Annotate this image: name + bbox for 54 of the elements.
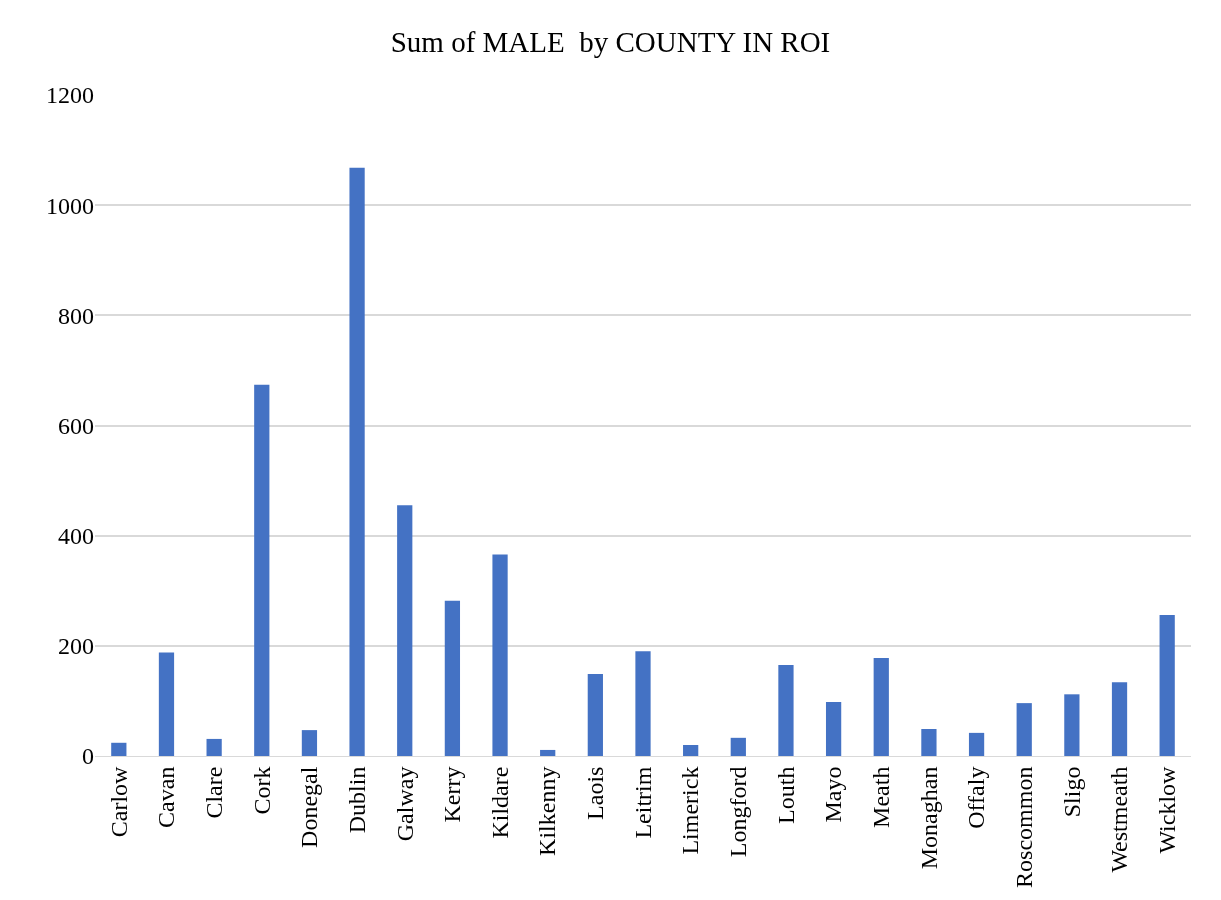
y-tick-label: 800 bbox=[58, 302, 94, 329]
bar bbox=[444, 600, 461, 756]
x-tick-label: Kerry bbox=[439, 766, 466, 823]
x-tick-label: Leitrim bbox=[629, 766, 656, 839]
bar bbox=[683, 744, 699, 756]
y-tick-label: 1200 bbox=[46, 82, 94, 109]
x-tick-label: Laois bbox=[582, 766, 609, 820]
x-tick-label: Mayo bbox=[820, 766, 847, 823]
x-tick-label: Galway bbox=[391, 766, 418, 842]
bar bbox=[968, 732, 985, 756]
bar bbox=[1111, 682, 1128, 756]
bar bbox=[1064, 694, 1080, 756]
bar bbox=[587, 673, 603, 756]
y-tick-label: 200 bbox=[58, 633, 94, 660]
bar bbox=[254, 384, 270, 756]
x-tick-label: Longford bbox=[725, 766, 752, 858]
x-tick-label: Wicklow bbox=[1153, 765, 1180, 854]
chart-title: Sum of MALE by COUNTY IN ROI bbox=[390, 25, 831, 58]
bar bbox=[873, 657, 889, 756]
x-tick-label: Kildare bbox=[486, 766, 513, 839]
x-tick-label: Dublin bbox=[343, 766, 370, 834]
bar bbox=[111, 742, 127, 756]
bar bbox=[825, 702, 842, 756]
bar bbox=[730, 737, 746, 756]
x-tick-label: Roscommon bbox=[1011, 766, 1038, 888]
x-tick-label: Cavan bbox=[153, 766, 180, 828]
x-tick-label: Cork bbox=[248, 766, 275, 815]
x-tick-label: Limerick bbox=[677, 766, 704, 855]
bar bbox=[1016, 703, 1032, 756]
x-tick-label: Carlow bbox=[105, 765, 132, 838]
bar bbox=[778, 665, 794, 756]
x-tick-label: Sligo bbox=[1058, 766, 1085, 818]
bar bbox=[349, 167, 365, 756]
bar bbox=[540, 749, 556, 756]
x-tick-label: Offaly bbox=[963, 766, 990, 829]
bar bbox=[397, 505, 413, 756]
y-tick-label: 0 bbox=[82, 743, 94, 770]
x-tick-label: Meath bbox=[868, 766, 895, 828]
x-tick-label: Westmeath bbox=[1106, 766, 1133, 873]
bar bbox=[492, 554, 508, 756]
bar bbox=[635, 651, 651, 756]
bar bbox=[301, 730, 318, 756]
y-tick-label: 1000 bbox=[46, 192, 94, 219]
x-tick-label: Kilkenny bbox=[534, 766, 561, 856]
bar bbox=[1159, 614, 1175, 756]
x-tick-label: Monaghan bbox=[915, 766, 942, 870]
x-tick-label: Donegal bbox=[296, 766, 323, 848]
bar bbox=[158, 652, 175, 756]
x-tick-label: Louth bbox=[772, 766, 799, 824]
bar bbox=[206, 738, 222, 756]
x-tick-label: Clare bbox=[200, 766, 227, 819]
y-tick-label: 600 bbox=[58, 412, 94, 439]
y-tick-label: 400 bbox=[58, 523, 94, 550]
bar bbox=[921, 729, 937, 756]
